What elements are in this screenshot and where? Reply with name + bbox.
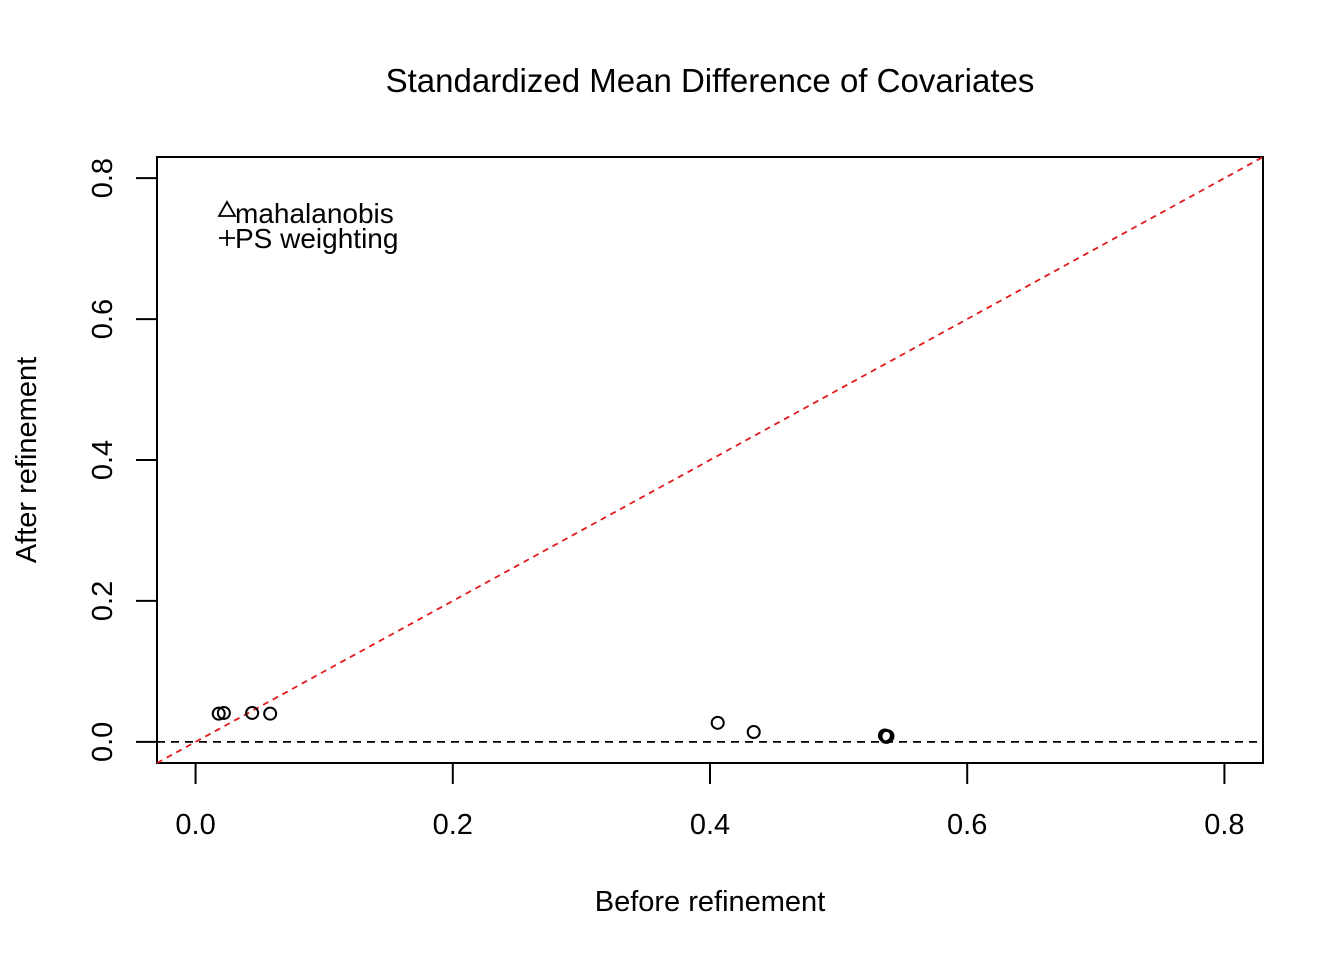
y-tick-label: 0.6: [87, 299, 119, 339]
x-axis-title: Before refinement: [595, 886, 826, 918]
y-tick-label: 0.8: [87, 158, 119, 198]
legend-triangle-icon: [217, 200, 237, 217]
x-axis: 0.0 0.2 0.4 0.6 0.8: [175, 762, 1245, 841]
x-tick-label: 0.2: [433, 809, 473, 841]
y-tick-label: 0.2: [87, 581, 119, 621]
data-points: [211, 705, 895, 744]
chart-title: Standardized Mean Difference of Covariat…: [386, 62, 1035, 99]
data-point: [710, 715, 725, 730]
y-axis: 0.0 0.2 0.4 0.6 0.8: [87, 158, 158, 762]
data-point: [245, 705, 260, 720]
x-tick-label: 0.0: [175, 809, 215, 841]
identity-reference-line: [156, 156, 1264, 764]
legend-label-ps-weighting: PS weighting: [235, 223, 398, 254]
legend: mahalanobis PS weighting: [217, 198, 398, 254]
legend-plus-icon: [219, 230, 235, 246]
data-point: [746, 724, 761, 739]
data-point: [211, 706, 226, 721]
data-point: [216, 705, 231, 720]
x-tick-label: 0.6: [947, 809, 987, 841]
data-point: [880, 729, 895, 744]
x-tick-label: 0.8: [1204, 809, 1244, 841]
legend-label-mahalanobis: mahalanobis: [235, 198, 394, 229]
data-point: [263, 706, 278, 721]
y-axis-title: After refinement: [11, 357, 43, 563]
x-tick-label: 0.4: [690, 809, 730, 841]
y-tick-label: 0.4: [87, 440, 119, 480]
y-tick-label: 0.0: [87, 722, 119, 762]
reference-lines: [156, 156, 1264, 764]
